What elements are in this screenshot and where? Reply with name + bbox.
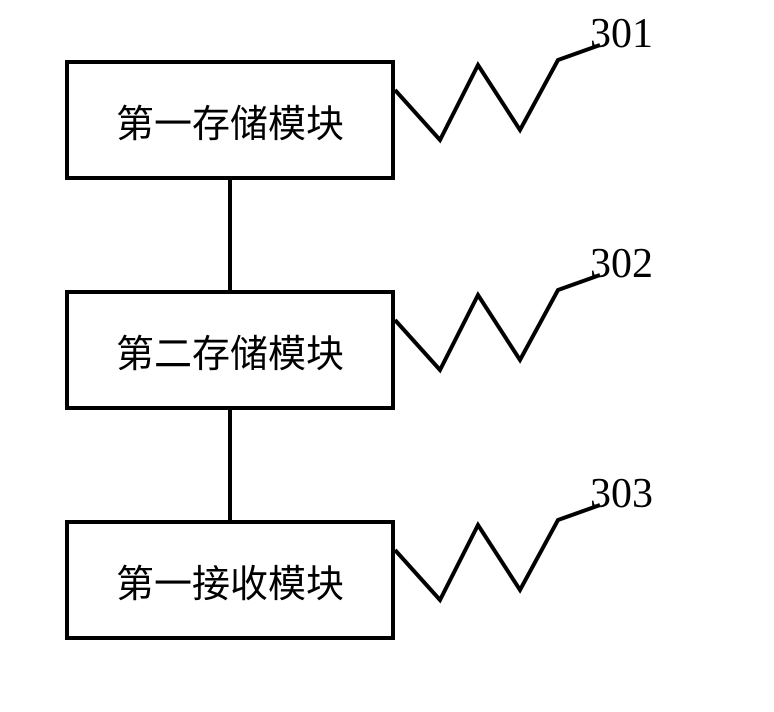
node-first-storage-module: 第一存储模块 (65, 60, 395, 180)
ref-label-303: 303 (590, 470, 653, 518)
node-first-receiving-module: 第一接收模块 (65, 520, 395, 640)
ref-label-302: 302 (590, 240, 653, 288)
node-label: 第一接收模块 (116, 553, 344, 608)
diagram-canvas: 第一存储模块 301 第二存储模块 302 第一接收模块 303 (0, 0, 774, 712)
ref-label-301: 301 (590, 10, 653, 58)
node-second-storage-module: 第二存储模块 (65, 290, 395, 410)
node-label: 第二存储模块 (116, 323, 344, 378)
node-label: 第一存储模块 (116, 93, 344, 148)
